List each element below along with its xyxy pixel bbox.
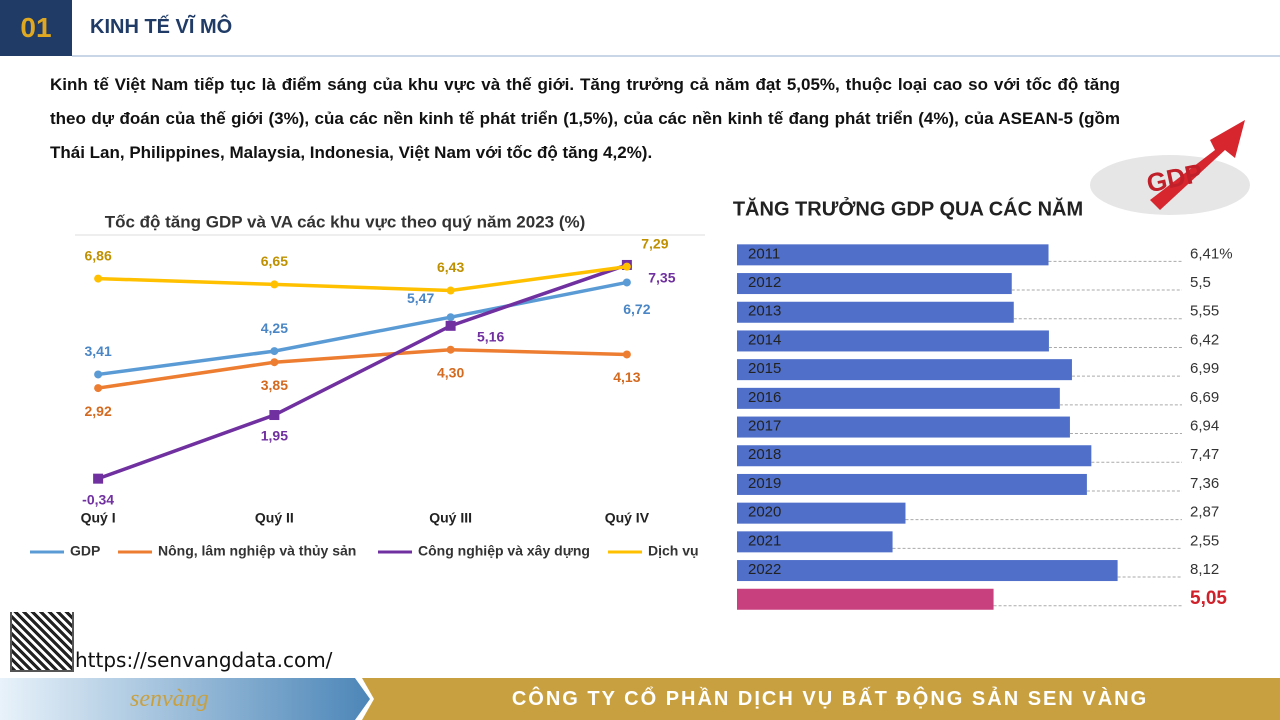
data-label: 7,35 xyxy=(648,270,675,286)
data-label: 5,5 xyxy=(1190,274,1211,291)
data-label: 1,95 xyxy=(261,428,288,444)
marker xyxy=(445,320,456,331)
data-label: 3,85 xyxy=(261,377,288,393)
series-line xyxy=(98,264,628,293)
chart-title: TĂNG TRƯỞNG GDP QUA CÁC NĂM xyxy=(733,196,1083,220)
bar xyxy=(737,416,1070,438)
marker xyxy=(94,274,103,283)
data-label: 6,94 xyxy=(1190,418,1219,435)
website-url[interactable]: https://senvangdata.com/ xyxy=(75,648,333,672)
marker xyxy=(93,473,104,484)
marker xyxy=(622,278,631,287)
data-label: 6,65 xyxy=(261,253,288,269)
badge-art: GDP xyxy=(1090,120,1250,215)
series-line xyxy=(97,280,628,377)
bar xyxy=(737,445,1092,467)
legend-label: Dịch vụ xyxy=(648,543,699,559)
bar xyxy=(737,588,994,610)
y-tick-label: 2023 xyxy=(748,590,781,607)
bar xyxy=(737,387,1060,409)
y-tick-label: 2015 xyxy=(748,360,781,377)
data-label: 2,87 xyxy=(1190,504,1219,521)
data-label: 5,47 xyxy=(407,290,434,306)
bar xyxy=(737,273,1012,295)
data-label: 7,36 xyxy=(1190,475,1219,492)
marker xyxy=(446,286,455,295)
section-number: 01 xyxy=(0,0,72,56)
x-tick-label: Quý I xyxy=(81,510,116,526)
y-tick-label: 2019 xyxy=(748,475,781,492)
bar xyxy=(737,301,1014,323)
data-label: 2,92 xyxy=(85,403,112,419)
marker xyxy=(446,345,455,354)
data-label: 5,16 xyxy=(477,329,504,345)
logo: senvàng xyxy=(130,686,209,712)
marker xyxy=(446,313,455,322)
data-label: 3,41 xyxy=(85,343,112,359)
company-name: CÔNG TY CỔ PHẦN DỊCH VỤ BẤT ĐỘNG SẢN SEN… xyxy=(511,688,1149,710)
bar xyxy=(737,359,1072,381)
series-line xyxy=(97,347,627,390)
x-tick-label: Quý III xyxy=(429,510,472,526)
data-label: 2,55 xyxy=(1190,532,1219,549)
charts: GDP Tốc độ tăng GDP và VA các khu vực th… xyxy=(30,120,1250,610)
data-label: 6,41% xyxy=(1190,245,1233,262)
bar xyxy=(737,473,1087,495)
bar xyxy=(737,330,1049,352)
footer-band xyxy=(362,678,1280,720)
marker xyxy=(94,370,103,379)
header-rule xyxy=(72,55,1280,57)
data-label: 7,29 xyxy=(641,235,668,251)
section-title: KINH TẾ VĨ MÔ xyxy=(90,16,233,38)
data-label: 5,55 xyxy=(1190,303,1219,320)
y-tick-label: 2013 xyxy=(748,303,781,320)
data-label: 4,30 xyxy=(437,364,464,380)
x-tick-label: Quý IV xyxy=(605,510,650,526)
data-label: 6,72 xyxy=(623,301,650,317)
marker xyxy=(270,347,279,356)
x-tick-label: Quý II xyxy=(255,510,294,526)
y-tick-label: 2020 xyxy=(748,504,781,521)
data-label: 4,13 xyxy=(613,369,640,385)
y-tick-label: 2012 xyxy=(748,274,781,291)
data-label: 6,42 xyxy=(1190,331,1219,348)
legend-label: Công nghiệp và xây dựng xyxy=(418,543,590,559)
y-tick-label: 2014 xyxy=(748,331,781,348)
marker xyxy=(270,280,279,289)
legend-label: GDP xyxy=(70,543,100,559)
paragraph: Kinh tế Việt Nam tiếp tục là điểm sáng c… xyxy=(50,75,1120,162)
legend-label: Nông, lâm nghiệp và thủy sản xyxy=(158,543,356,559)
data-label: 6,86 xyxy=(85,247,112,263)
y-tick-label: 2017 xyxy=(748,418,781,435)
marker xyxy=(269,410,280,421)
marker xyxy=(622,262,631,271)
data-label: 6,99 xyxy=(1190,360,1219,377)
series-line xyxy=(97,263,628,481)
bar xyxy=(737,560,1118,582)
bar xyxy=(737,502,906,524)
qr-code xyxy=(10,612,74,672)
footer-left xyxy=(0,678,370,720)
data-label: 8,12 xyxy=(1190,561,1219,578)
marker xyxy=(94,384,103,393)
marker xyxy=(270,358,279,367)
bar xyxy=(737,244,1049,266)
y-tick-label: 2011 xyxy=(748,245,780,262)
chart-title: Tốc độ tăng GDP và VA các khu vực theo q… xyxy=(105,212,586,231)
marker xyxy=(622,350,631,359)
data-label: -0,34 xyxy=(82,491,114,507)
y-tick-label: 2016 xyxy=(748,389,781,406)
data-label: 4,25 xyxy=(261,320,288,336)
data-label: 6,69 xyxy=(1190,389,1219,406)
data-label: 7,47 xyxy=(1190,446,1219,463)
bar xyxy=(737,531,893,553)
y-tick-label: 2022 xyxy=(748,561,781,578)
y-tick-label: 2021 xyxy=(748,532,781,549)
data-label: 6,43 xyxy=(437,259,464,275)
data-label: 5,05 xyxy=(1190,588,1227,609)
y-tick-label: 2018 xyxy=(748,446,781,463)
